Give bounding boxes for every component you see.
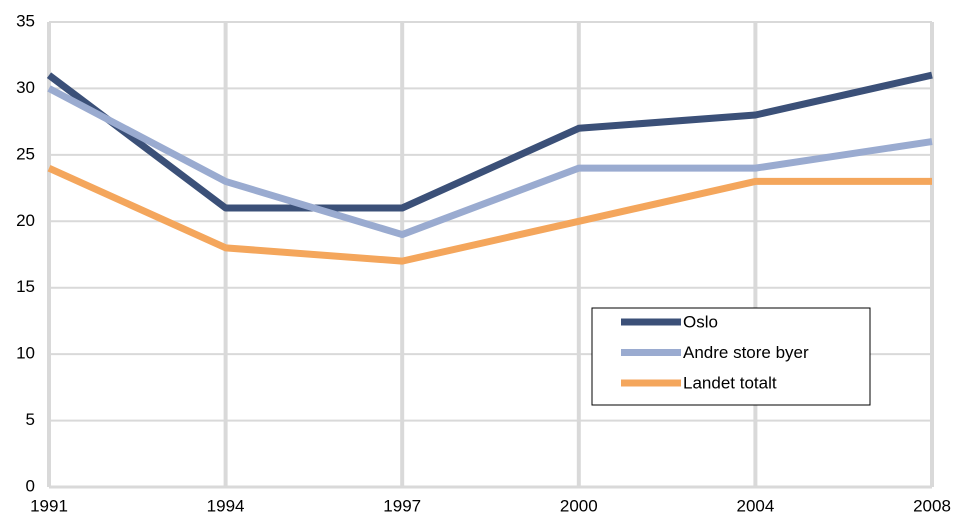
series-line [46,71,933,212]
legend-label: Landet totalt [683,373,777,392]
x-tick-label: 2004 [736,496,774,515]
y-tick-label: 25 [16,144,35,163]
x-tick-label: 1994 [207,496,245,515]
x-tick-label: 2008 [913,496,951,515]
series-line [47,164,932,265]
legend-label: Andre store byer [683,343,809,362]
x-tick-label: 1997 [383,496,421,515]
legend-label: Oslo [683,312,718,331]
y-tick-label: 15 [16,277,35,296]
y-tick-label: 35 [16,11,35,30]
y-tick-label: 10 [16,344,35,363]
series-line [47,85,933,239]
y-tick-label: 0 [26,476,35,495]
x-tick-label: 2000 [560,496,598,515]
y-tick-label: 30 [16,78,35,97]
y-tick-label: 20 [16,211,35,230]
y-tick-label: 5 [26,410,35,429]
x-tick-label: 1991 [30,496,68,515]
